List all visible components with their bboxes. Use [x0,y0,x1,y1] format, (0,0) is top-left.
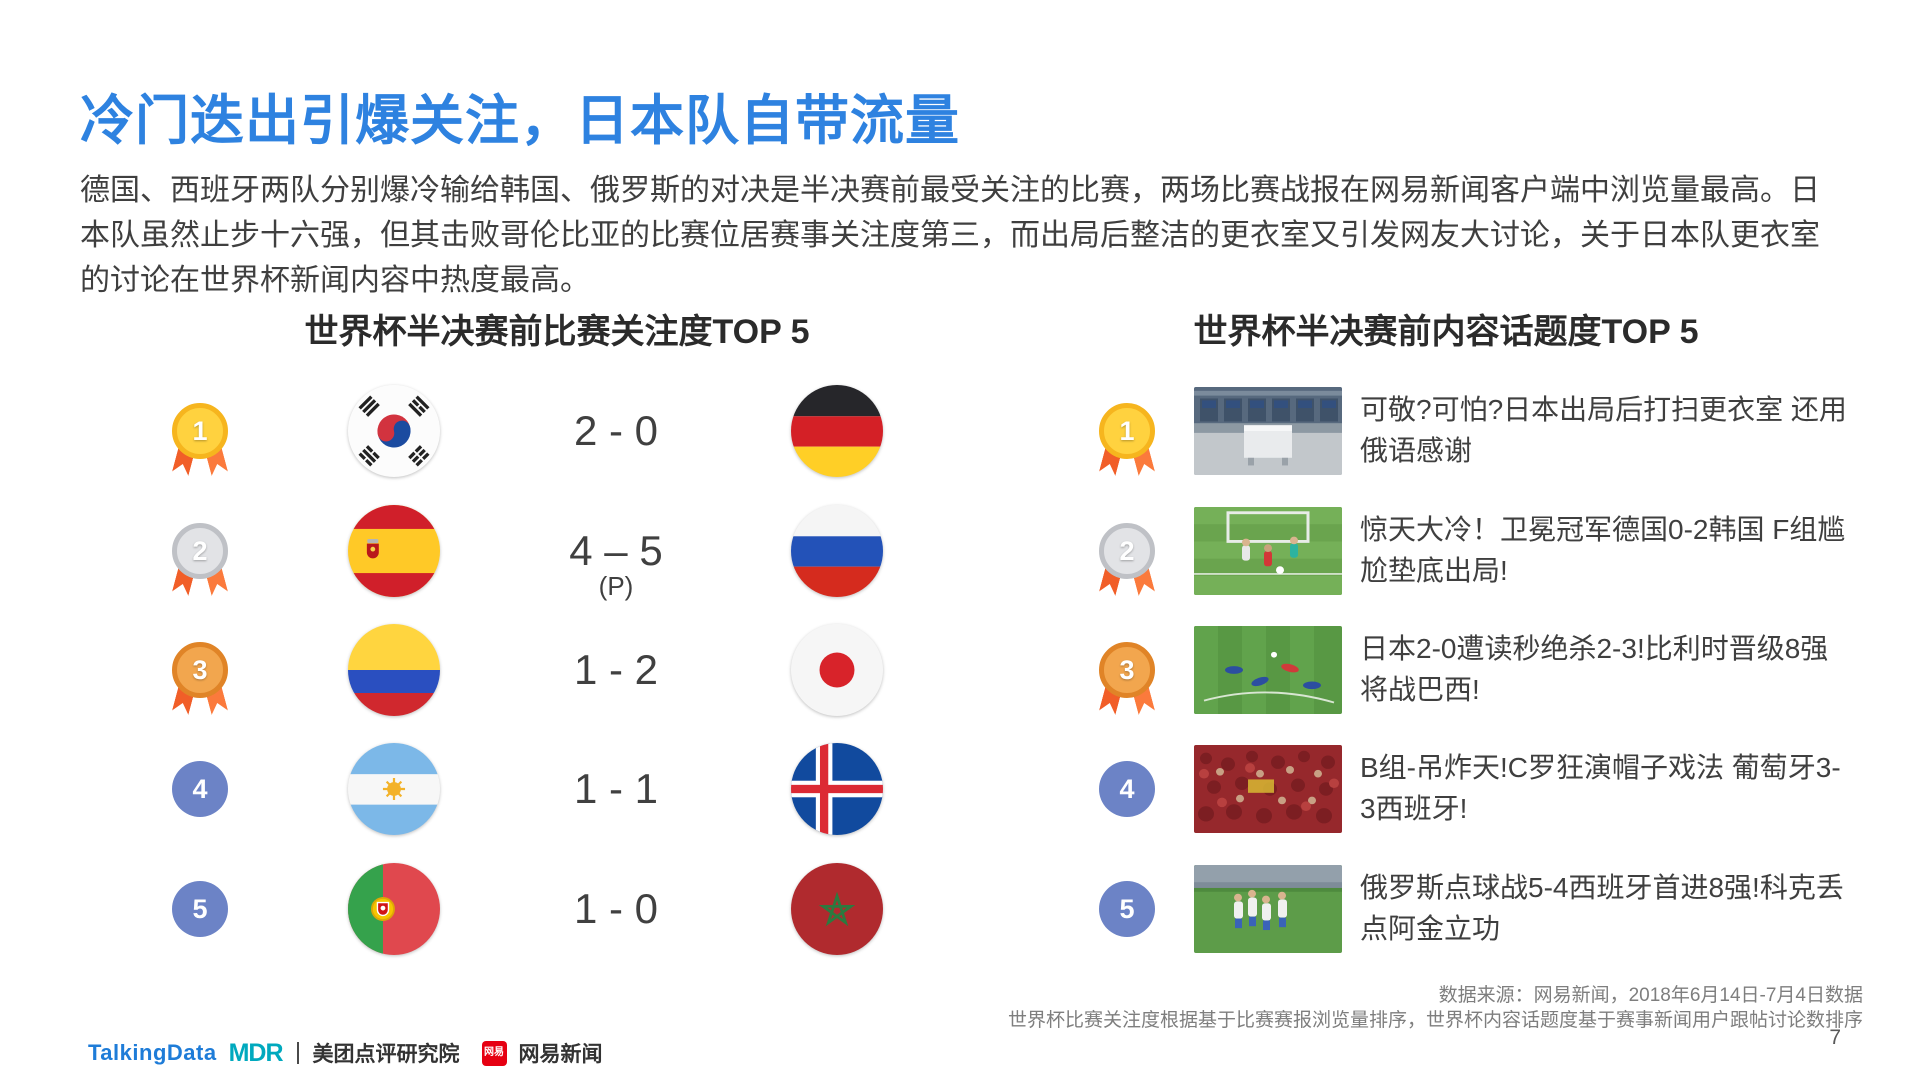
logo-divider [296,1042,299,1064]
match-row-4: 4 1 - 1 [160,743,920,835]
match-score: 4 – 5 [569,527,663,574]
rank-number: 2 [192,535,208,566]
rank-number: 5 [1119,893,1135,924]
page-title: 冷门迭出引爆关注，日本队自带流量 [80,91,960,151]
gold-medal-icon: 1 [1095,403,1159,479]
match-score-block: 4 – 5 (P) [516,505,716,601]
topic-row-5: 5 俄罗斯点球战5-4西班牙首进8强!科克丢点阿金立功 [1046,863,1880,955]
rank-4-badge: 4 [168,761,232,837]
news-headline: B组-吊炸天!C罗狂演帽子戏法 葡萄牙3-3西班牙! [1360,752,1841,824]
data-source-note: 数据来源：网易新闻，2018年6月14日-7月4日数据 [1438,985,1863,1006]
gold-medal-icon: 1 [168,403,232,479]
topic-row-1: 1 [1046,385,1880,477]
match-score: 1 - 2 [573,646,659,693]
topic-row-4: 4 [1046,743,1880,835]
rank-number: 3 [1119,654,1135,685]
rank-5-badge: 5 [168,881,232,957]
colombia-flag-icon [348,624,440,716]
rank-5-badge: 5 [1095,881,1159,957]
body-paragraph: 德国、西班牙两队分别爆冷输给韩国、俄罗斯的对决是半决赛前最受关注的比赛，两场比赛… [80,168,1865,303]
rank-number: 2 [1119,535,1135,566]
portugal-flag-icon [348,863,440,955]
body-line: 本队虽然止步十六强，但其击败哥伦比亚的比赛位居赛事关注度第三，而出局后整洁的更衣… [80,219,1820,252]
germany-vs-korea-match-photo [1194,507,1342,595]
topic-row-2: 2 惊天大冷！卫冕冠军德国0-2韩国 F组尴尬垫底出局! [1046,505,1880,597]
news-headline: 惊天大冷！卫冕冠军德国0-2韩国 F组尴尬垫底出局! [1360,514,1846,586]
portugal-spain-fans-photo [1194,745,1342,833]
rank-number: 5 [192,893,208,924]
match-row-3: 3 1 - 2 [160,624,920,716]
spain-flag-icon [348,505,440,597]
netease-news-logo: 网易新闻 [518,1043,603,1066]
russia-vs-spain-match-photo [1194,865,1342,953]
news-headline: 俄罗斯点球战5-4西班牙首进8强!科克丢点阿金立功 [1360,872,1844,944]
silver-medal-icon: 2 [1095,523,1159,599]
bronze-medal-icon: 3 [168,642,232,718]
iceland-flag-icon [791,743,883,835]
rank-4-badge: 4 [1095,761,1159,837]
rank-number: 1 [192,415,208,446]
topic-ranking-title: 世界杯半决赛前内容话题度TOP 5 [1193,313,1699,351]
footer-logos: TalkingData MDR 美团点评研究院 网易 网易新闻 [88,1038,603,1068]
south-korea-flag-icon [348,385,440,477]
match-score-block: 2 - 0 [516,385,716,477]
penalty-note: (P) [598,571,634,601]
match-score-block: 1 - 0 [516,863,716,955]
methodology-note: 世界杯比赛关注度根据基于比赛赛报浏览量排序，世界杯内容话题度基于赛事新闻用户跟帖… [1007,1010,1863,1031]
match-row-5: 5 1 - 0 [160,863,920,955]
news-headline: 日本2-0遭读秒绝杀2-3!比利时晋级8强将战巴西! [1360,633,1829,705]
talkingdata-logo: TalkingData [88,1040,217,1065]
body-line: 的讨论在世界杯新闻内容中热度最高。 [80,264,590,297]
argentina-flag-icon [348,743,440,835]
topic-row-3: 3 日本2-0遭读秒绝杀2-3!比利时晋级8强将战巴西! [1046,624,1880,716]
bronze-medal-icon: 3 [1095,642,1159,718]
page-number: 7 [1829,1026,1841,1049]
japan-vs-belgium-match-photo [1194,626,1342,714]
morocco-flag-icon [791,863,883,955]
russia-flag-icon [791,505,883,597]
mdr-logo: MDR [228,1038,284,1067]
japan-locker-room-photo [1194,387,1342,475]
rank-number: 3 [192,654,208,685]
meituan-institute-logo: 美团点评研究院 [312,1043,460,1066]
match-row-1: 1 [160,385,920,477]
germany-flag-icon [791,385,883,477]
news-headline: 可敬?可怕?日本出局后打扫更衣室 还用俄语感谢 [1360,394,1847,466]
match-score-block: 1 - 2 [516,624,716,716]
silver-medal-icon: 2 [168,523,232,599]
match-score: 2 - 0 [573,407,659,454]
rank-number: 4 [1119,773,1135,804]
body-line: 德国、西班牙两队分别爆冷输给韩国、俄罗斯的对决是半决赛前最受关注的比赛，两场比赛… [80,174,1820,207]
rank-number: 1 [1119,415,1135,446]
match-row-2: 2 4 – 5 (P) [160,505,920,601]
match-score-block: 1 - 1 [516,743,716,835]
japan-flag-icon [791,624,883,716]
rank-number: 4 [192,773,208,804]
netease-badge-icon: 网易 [481,1040,507,1066]
match-score: 1 - 1 [573,765,659,812]
match-ranking-title: 世界杯半决赛前比赛关注度TOP 5 [304,313,810,351]
match-score: 1 - 0 [573,885,659,932]
